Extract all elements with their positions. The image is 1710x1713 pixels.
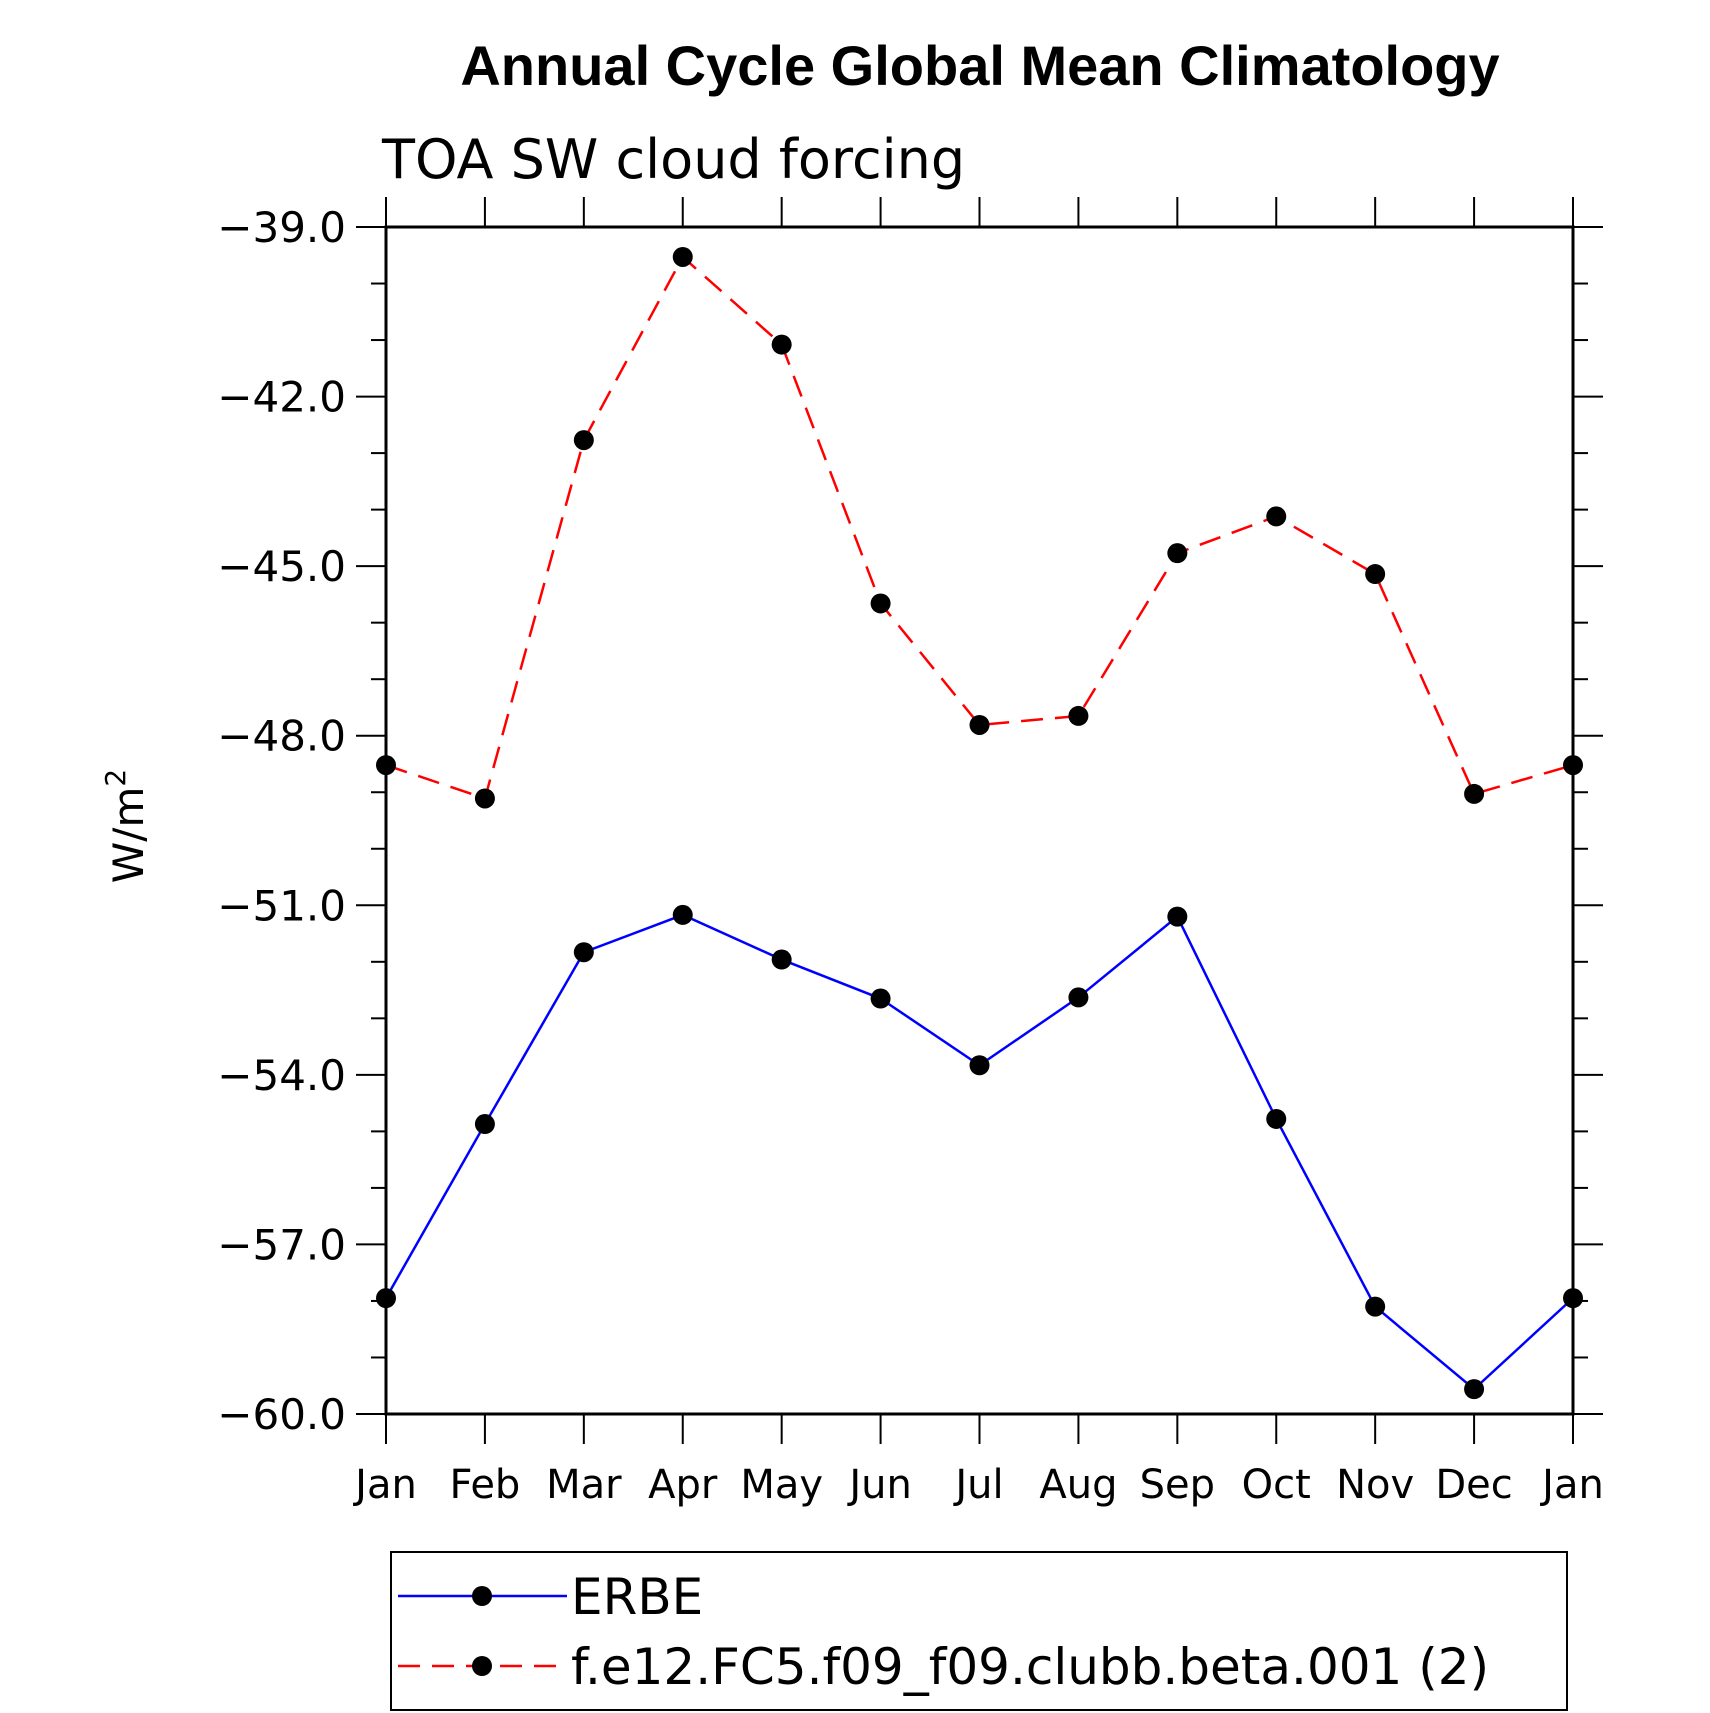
chart-subtitle: TOA SW cloud forcing: [381, 128, 965, 191]
x-tick-label: Jan: [1539, 1462, 1604, 1508]
y-tick-label: −42.0: [217, 373, 346, 422]
data-point: [376, 755, 396, 776]
data-point: [1266, 506, 1287, 527]
axis-ticks: Jan Feb Mar Apr May Jun Jul Aug Sep Oct Nov Dec Jan−…: [217, 197, 1604, 1508]
data-point: [771, 334, 792, 355]
y-tick-label: −48.0: [217, 712, 346, 761]
x-tick-label: Sep: [1140, 1462, 1215, 1508]
x-tick-label: May: [740, 1462, 823, 1508]
data-point: [870, 988, 891, 1009]
data-point: [474, 1114, 495, 1135]
x-tick-label: Nov: [1336, 1462, 1414, 1508]
data-point: [1068, 987, 1089, 1008]
y-tick-label: −39.0: [217, 203, 346, 252]
data-point: [672, 904, 693, 925]
y-tick-label: −60.0: [217, 1390, 346, 1439]
y-tick-label: −57.0: [217, 1220, 346, 1269]
series-group-2: [376, 246, 1583, 809]
legend-label: ERBE: [571, 1568, 703, 1626]
data-point: [1167, 906, 1188, 927]
data-point: [969, 714, 990, 735]
legend: ERBE f.e12.FC5.f09_f09.clubb.beta.001 (2): [398, 1568, 1489, 1696]
data-point: [1464, 783, 1485, 804]
data-point: [376, 1288, 396, 1309]
data-point: [1365, 1296, 1386, 1317]
y-tick-label: −54.0: [217, 1051, 346, 1100]
legend-box: [390, 1551, 1568, 1711]
x-tick-label: Jun: [846, 1462, 912, 1508]
data-point: [573, 942, 594, 963]
data-point: [474, 788, 495, 809]
data-point: [1068, 705, 1089, 726]
series-layer: [376, 246, 1583, 1400]
y-tick-label: −51.0: [217, 881, 346, 930]
data-point: [1563, 755, 1583, 776]
y-axis-label-superscript: 2: [99, 769, 132, 787]
legend-marker: [472, 1586, 492, 1606]
data-point: [969, 1055, 990, 1076]
x-tick-label: Feb: [450, 1462, 521, 1508]
data-point: [1365, 564, 1386, 585]
x-tick-label: Aug: [1039, 1462, 1117, 1508]
legend-entry-2: f.e12.FC5.f09_f09.clubb.beta.001 (2): [398, 1638, 1489, 1696]
data-point: [1464, 1379, 1485, 1400]
legend-entry-1: ERBE: [398, 1568, 703, 1626]
x-tick-label: Apr: [648, 1462, 718, 1508]
data-point: [573, 430, 594, 451]
chart-title: Annual Cycle Global Mean Climatology: [460, 34, 1499, 97]
series-group-1: [376, 904, 1583, 1400]
data-point: [870, 593, 891, 614]
data-point: [771, 949, 792, 970]
legend-label: f.e12.FC5.f09_f09.clubb.beta.001 (2): [571, 1638, 1489, 1696]
x-tick-label: Oct: [1242, 1462, 1311, 1508]
x-tick-label: Dec: [1435, 1462, 1512, 1508]
series-line: [384, 913, 1574, 1391]
x-tick-label: Jan: [352, 1462, 417, 1508]
y-axis-label: W/m2: [99, 769, 153, 883]
x-tick-label: Jul: [952, 1462, 1003, 1508]
y-tick-label: −45.0: [217, 542, 346, 591]
y-axis-label-text: W/m: [104, 787, 153, 884]
x-tick-label: Mar: [546, 1462, 622, 1508]
data-point: [1167, 543, 1188, 564]
data-point: [1563, 1288, 1583, 1309]
legend-marker: [472, 1656, 492, 1676]
data-point: [1266, 1108, 1287, 1129]
data-point: [672, 246, 693, 267]
plot-frame: [384, 225, 1575, 1416]
